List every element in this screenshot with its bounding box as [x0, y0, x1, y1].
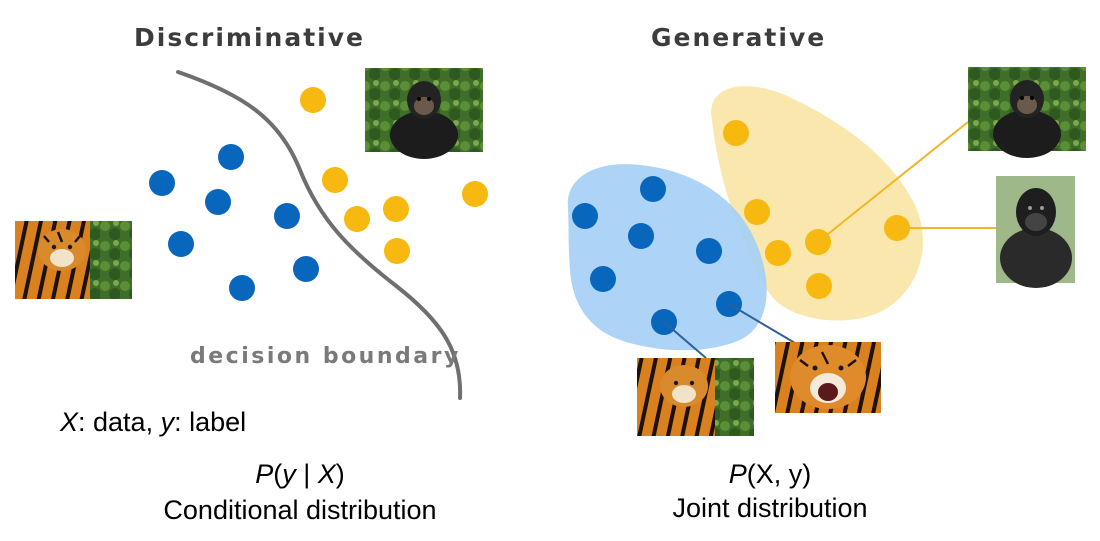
- tiger-photo-roaring: [775, 342, 881, 413]
- decision-boundary-curve: [176, 70, 463, 400]
- point-yellow: [723, 120, 749, 146]
- connector-tiger-calm: [663, 321, 707, 359]
- variable-legend: X: data, y: label: [60, 407, 246, 438]
- y-description: : label: [174, 407, 247, 437]
- joint-caption: Joint distribution: [672, 493, 868, 523]
- discriminative-yellow-points: [300, 87, 488, 264]
- point-yellow: [300, 87, 326, 113]
- chimpanzee-photo-left: [365, 68, 483, 159]
- formula-rest: (X, y): [746, 459, 812, 489]
- yellow-class-region: [711, 86, 923, 321]
- decision-boundary-label: decision boundary: [190, 344, 461, 369]
- conditional-formula: P(y | X): [255, 459, 345, 490]
- connector-chimp: [817, 121, 969, 243]
- point-blue: [274, 203, 300, 229]
- point-blue: [205, 189, 231, 215]
- point-yellow: [344, 206, 370, 232]
- gorilla-photo-right: [996, 176, 1075, 288]
- formula-bar: |: [295, 459, 318, 489]
- point-yellow: [806, 273, 832, 299]
- formula-y: y: [282, 459, 296, 489]
- point-blue: [218, 144, 244, 170]
- point-blue: [640, 176, 666, 202]
- discriminative-title: Discriminative: [134, 23, 365, 52]
- point-yellow: [765, 240, 791, 266]
- point-blue: [572, 203, 598, 229]
- y-symbol: y: [160, 407, 175, 437]
- point-blue: [229, 275, 255, 301]
- point-blue: [628, 223, 654, 249]
- x-description: : data,: [78, 407, 161, 437]
- discriminative-blue-points: [149, 144, 319, 301]
- point-yellow: [383, 196, 409, 222]
- formula-x: X: [317, 459, 336, 489]
- point-blue: [168, 231, 194, 257]
- point-yellow: [462, 181, 488, 207]
- point-blue: [696, 238, 722, 264]
- point-yellow: [322, 167, 348, 193]
- formula-p: P: [255, 459, 274, 489]
- point-blue: [293, 256, 319, 282]
- formula-open: (: [273, 459, 283, 489]
- connector-tiger-roaring: [728, 303, 801, 347]
- joint-formula: P(X, y): [729, 459, 812, 490]
- generative-title: Generative: [651, 23, 827, 52]
- formula-p: P: [728, 459, 747, 489]
- formula-close: ): [335, 459, 345, 489]
- tiger-photo-left: [15, 221, 132, 299]
- x-symbol: X: [60, 407, 79, 437]
- conditional-caption: Conditional distribution: [163, 495, 437, 525]
- chimpanzee-photo-right: [968, 67, 1086, 158]
- tiger-photo-calm: [637, 358, 754, 436]
- point-blue: [149, 170, 175, 196]
- point-yellow: [744, 199, 770, 225]
- point-blue: [590, 266, 616, 292]
- point-yellow: [384, 238, 410, 264]
